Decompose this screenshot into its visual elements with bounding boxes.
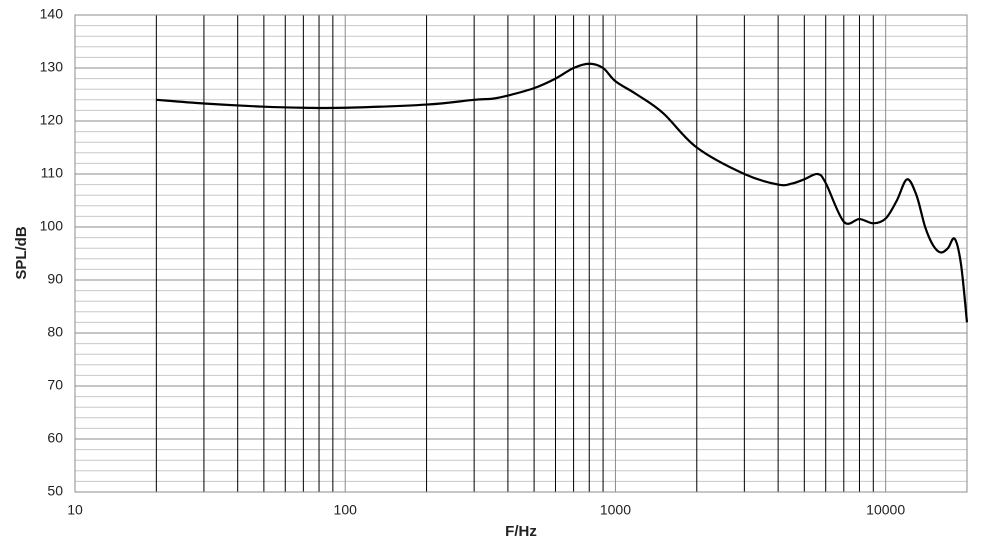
y-tick-label: 100	[40, 218, 64, 234]
y-tick-label: 140	[40, 6, 64, 22]
line-series	[156, 62, 969, 323]
y-tick-label: 130	[40, 59, 64, 75]
x-tick-label: 10000	[866, 502, 905, 518]
y-tick-label: 70	[47, 377, 63, 393]
x-tick-label: 1000	[600, 502, 631, 518]
y-tick-label: 60	[47, 430, 63, 446]
y-tick-label: 120	[40, 112, 64, 128]
x-axis-label: F/Hz	[505, 523, 537, 540]
x-tick-label: 10	[67, 502, 83, 518]
y-tick-label: 90	[47, 271, 63, 287]
y-tick-label: 110	[41, 165, 64, 181]
y-axis-label: SPL/dB	[13, 226, 30, 280]
y-tick-label: 80	[47, 324, 63, 340]
plot-frame	[74, 14, 968, 493]
x-tick-label: 100	[334, 502, 358, 518]
y-tick-label: 50	[47, 483, 63, 499]
